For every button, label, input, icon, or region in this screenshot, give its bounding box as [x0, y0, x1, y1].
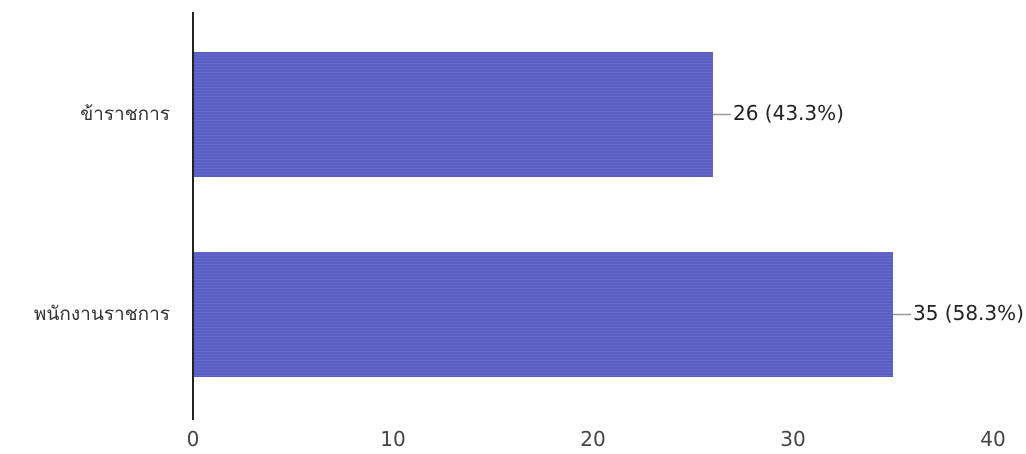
data-label: 35 (58.3%) [913, 301, 1024, 325]
x-tick-label: 20 [580, 427, 605, 451]
x-axis-ticks: 0 10 20 30 40 [187, 427, 1006, 451]
bars-layer [193, 52, 893, 377]
category-label: ข้าราชการ [80, 103, 170, 125]
labels-layer: ข้าราชการ 26 (43.3%) พนักงานราชการ 35 (58.3… [34, 101, 1024, 325]
bar [193, 252, 893, 377]
x-tick-label: 10 [380, 427, 405, 451]
data-label: 26 (43.3%) [733, 101, 844, 125]
x-tick-label: 30 [780, 427, 805, 451]
bar [193, 52, 713, 177]
x-tick-label: 40 [980, 427, 1005, 451]
x-tick-label: 0 [187, 427, 200, 451]
category-label: พนักงานราชการ [34, 303, 170, 325]
